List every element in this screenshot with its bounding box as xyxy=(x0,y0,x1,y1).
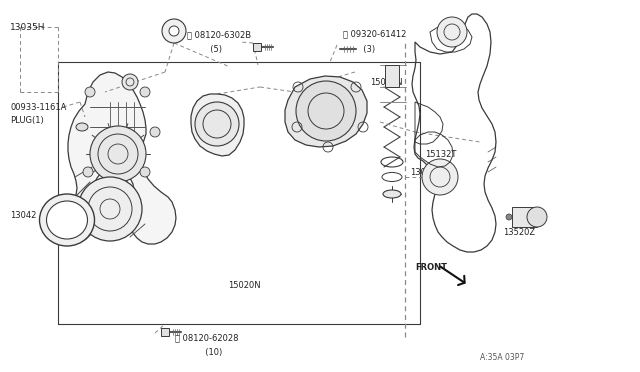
Circle shape xyxy=(78,177,142,241)
Text: Ⓑ 08120-6302B: Ⓑ 08120-6302B xyxy=(187,31,251,39)
Text: 15015N: 15015N xyxy=(370,77,403,87)
Text: (5): (5) xyxy=(205,45,222,54)
Text: 13520Z: 13520Z xyxy=(503,228,535,237)
Circle shape xyxy=(140,87,150,97)
Circle shape xyxy=(422,159,458,195)
Circle shape xyxy=(85,87,95,97)
Text: 15020N: 15020N xyxy=(228,280,260,289)
Polygon shape xyxy=(161,328,169,336)
Text: 13035: 13035 xyxy=(410,167,436,176)
Text: (10): (10) xyxy=(200,347,222,356)
Ellipse shape xyxy=(76,123,88,131)
Text: 13042: 13042 xyxy=(10,211,36,219)
Circle shape xyxy=(122,74,138,90)
Text: PLUG(1): PLUG(1) xyxy=(10,115,44,125)
Text: 00933-1161A: 00933-1161A xyxy=(10,103,67,112)
Circle shape xyxy=(169,26,179,36)
Circle shape xyxy=(506,214,512,220)
Ellipse shape xyxy=(40,194,95,246)
Text: 13035H: 13035H xyxy=(10,22,45,32)
Text: Ⓑ 08120-62028: Ⓑ 08120-62028 xyxy=(175,334,239,343)
Circle shape xyxy=(437,17,467,47)
Polygon shape xyxy=(191,94,244,156)
Polygon shape xyxy=(512,207,537,227)
Text: Ⓢ 09320-61412: Ⓢ 09320-61412 xyxy=(343,29,406,38)
Polygon shape xyxy=(385,65,399,87)
Circle shape xyxy=(150,127,160,137)
Circle shape xyxy=(83,167,93,177)
Polygon shape xyxy=(253,43,261,51)
Polygon shape xyxy=(68,72,176,244)
Circle shape xyxy=(527,207,547,227)
Ellipse shape xyxy=(47,201,88,239)
Circle shape xyxy=(140,167,150,177)
Circle shape xyxy=(90,126,146,182)
Text: (3): (3) xyxy=(358,45,375,54)
Circle shape xyxy=(195,102,239,146)
Text: A:35A 03P7: A:35A 03P7 xyxy=(480,353,524,362)
Circle shape xyxy=(162,19,186,43)
Ellipse shape xyxy=(383,190,401,198)
Polygon shape xyxy=(285,76,367,147)
Text: FRONT: FRONT xyxy=(415,263,447,272)
Text: 15132T: 15132T xyxy=(425,150,456,158)
Circle shape xyxy=(296,81,356,141)
